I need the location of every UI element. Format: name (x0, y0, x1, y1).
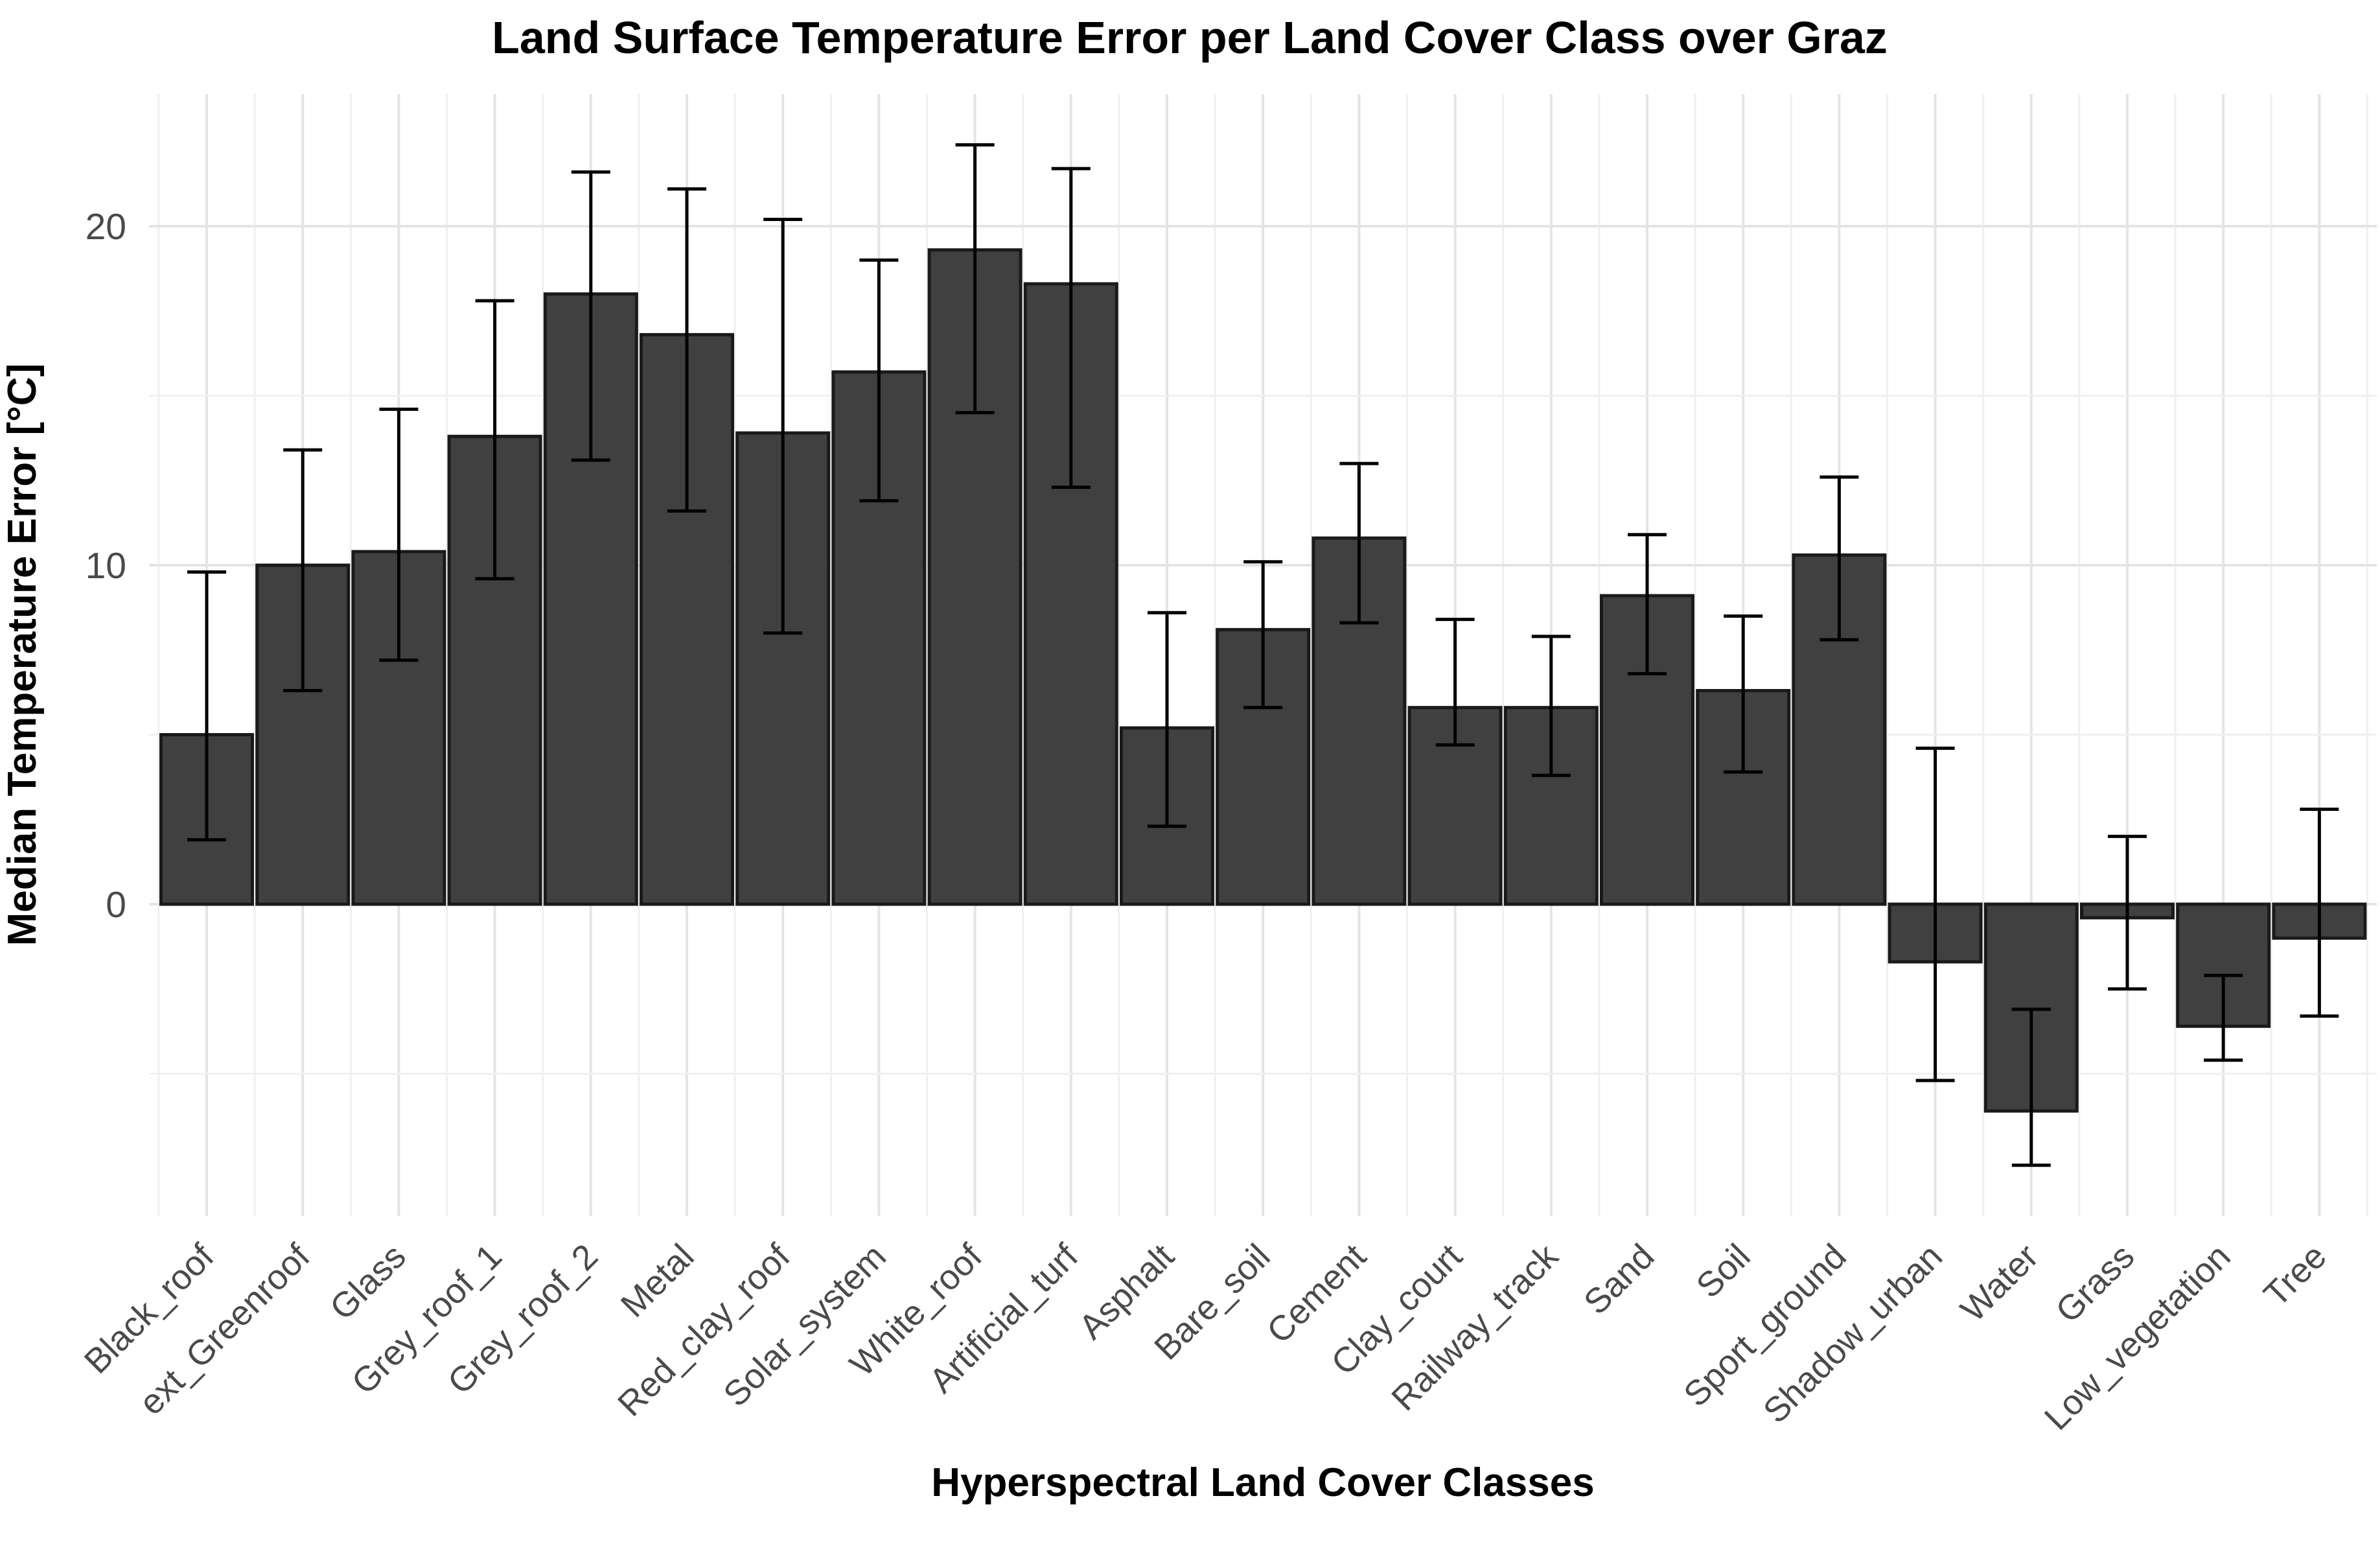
x-tick-label: Glass (323, 1237, 413, 1327)
x-tick-label: ext_Greenroof (132, 1236, 318, 1422)
chart-title: Land Surface Temperature Error per Land … (492, 12, 1888, 63)
y-tick-label: 0 (106, 884, 126, 926)
y-tick-label: 10 (86, 545, 126, 587)
x-tick-label: Shadow_urban (1756, 1237, 1950, 1431)
x-tick-label: Metal (614, 1237, 702, 1325)
x-tick-label: Water (1953, 1237, 2046, 1329)
x-tick-label: Soil (1689, 1237, 1758, 1305)
x-tick-label: Sand (1577, 1237, 1662, 1322)
x-tick-label: Grass (2048, 1237, 2142, 1330)
y-axis-title: Median Temperature Error [°C] (0, 364, 45, 946)
y-tick-label: 20 (86, 206, 126, 248)
x-tick-label: Railway_track (1384, 1236, 1566, 1418)
x-tick-label: Red_clay_roof (610, 1236, 798, 1423)
x-tick-label: Tree (2256, 1237, 2334, 1314)
x-axis-title: Hyperspectral Land Cover Classes (931, 1460, 1594, 1505)
